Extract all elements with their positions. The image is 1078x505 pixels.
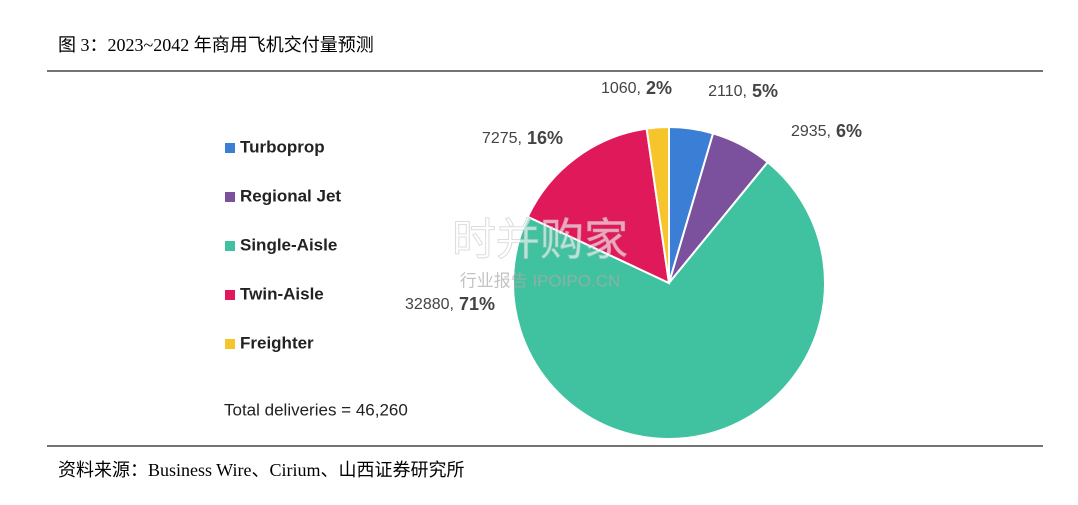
legend-label: Single-Aisle <box>240 235 337 254</box>
value-label: 32880, <box>405 296 454 313</box>
legend-label: Twin-Aisle <box>240 284 324 303</box>
legend-swatch <box>225 192 235 202</box>
legend-swatch <box>225 339 235 349</box>
source-note: 资料来源：Business Wire、Cirium、山西证券研究所 <box>58 460 464 480</box>
legend-swatch <box>225 241 235 251</box>
data-label: 32880, 71% <box>405 294 495 314</box>
value-label: 2110, <box>708 83 747 100</box>
pie-slice <box>526 127 671 285</box>
legend-swatch <box>225 290 235 300</box>
percent-label: 71% <box>459 294 495 314</box>
legend-label: Regional Jet <box>240 186 341 205</box>
value-label: 2935, <box>791 123 831 140</box>
percent-label: 5% <box>752 81 778 101</box>
percent-label: 2% <box>646 78 672 98</box>
legend-label: Freighter <box>240 333 314 352</box>
percent-label: 6% <box>836 121 862 141</box>
pie-slice <box>645 125 670 284</box>
data-label: 2110, 5% <box>708 81 778 101</box>
watermark-sub: 行业报告 IPOIPO.CN <box>460 271 621 290</box>
legend-swatch <box>225 143 235 153</box>
data-label: 7275, 16% <box>482 128 563 148</box>
value-label: 1060, <box>601 80 641 97</box>
watermark: 时并购家 <box>452 216 628 265</box>
data-label: 1060, 2% <box>601 78 672 98</box>
value-label: 7275, <box>482 130 522 147</box>
pie-slice <box>512 160 826 440</box>
percent-label: 16% <box>527 128 563 148</box>
data-label: 2935, 6% <box>791 121 862 141</box>
total-annotation: Total deliveries = 46,260 <box>224 400 408 419</box>
figure-title: 图 3：2023~2042 年商用飞机交付量预测 <box>58 35 374 55</box>
legend-label: Turboprop <box>240 137 325 156</box>
pie <box>512 125 826 440</box>
